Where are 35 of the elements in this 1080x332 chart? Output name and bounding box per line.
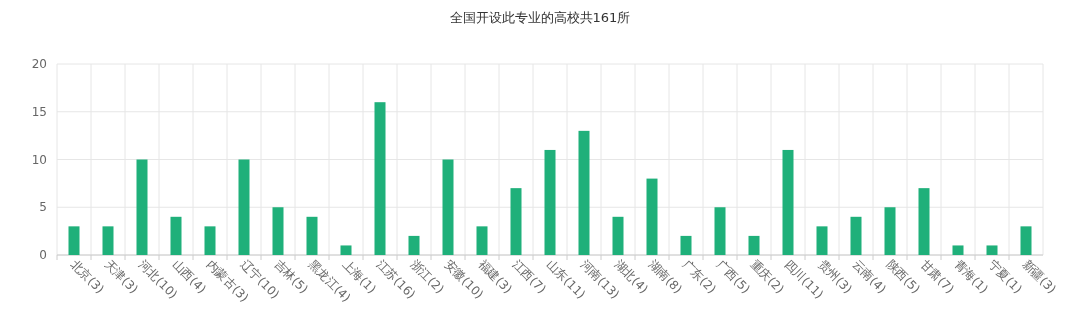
- bar: [986, 245, 998, 255]
- y-tick-label: 20: [31, 57, 47, 71]
- bar: [782, 149, 794, 255]
- bar: [748, 235, 760, 255]
- bar: [714, 207, 726, 255]
- bar: [680, 235, 692, 255]
- chart-title: 全国开设此专业的高校共161所: [449, 10, 631, 25]
- bar: [884, 207, 896, 255]
- bar: [612, 216, 624, 255]
- bar: [306, 216, 318, 255]
- bar: [170, 216, 182, 255]
- bar: [816, 226, 828, 255]
- bar: [544, 149, 556, 255]
- bar: [68, 226, 80, 255]
- bar: [136, 159, 148, 255]
- y-tick-label: 10: [31, 152, 47, 167]
- bar: [578, 130, 590, 255]
- y-tick-label: 0: [39, 248, 47, 262]
- bar: [850, 216, 862, 255]
- bar: [374, 102, 386, 255]
- bar: [952, 245, 964, 255]
- bar: [918, 188, 930, 255]
- bar: [204, 226, 216, 255]
- bar: [102, 226, 114, 255]
- bar: [238, 159, 250, 255]
- bar: [442, 159, 454, 255]
- bar: [272, 207, 284, 255]
- bar: [340, 245, 352, 255]
- bar: [510, 188, 522, 255]
- y-tick-label: 5: [39, 200, 47, 215]
- bar: [408, 235, 420, 255]
- bar: [1020, 226, 1032, 255]
- bar: [646, 178, 658, 255]
- bar: [476, 226, 488, 255]
- y-tick-label: 15: [31, 104, 47, 119]
